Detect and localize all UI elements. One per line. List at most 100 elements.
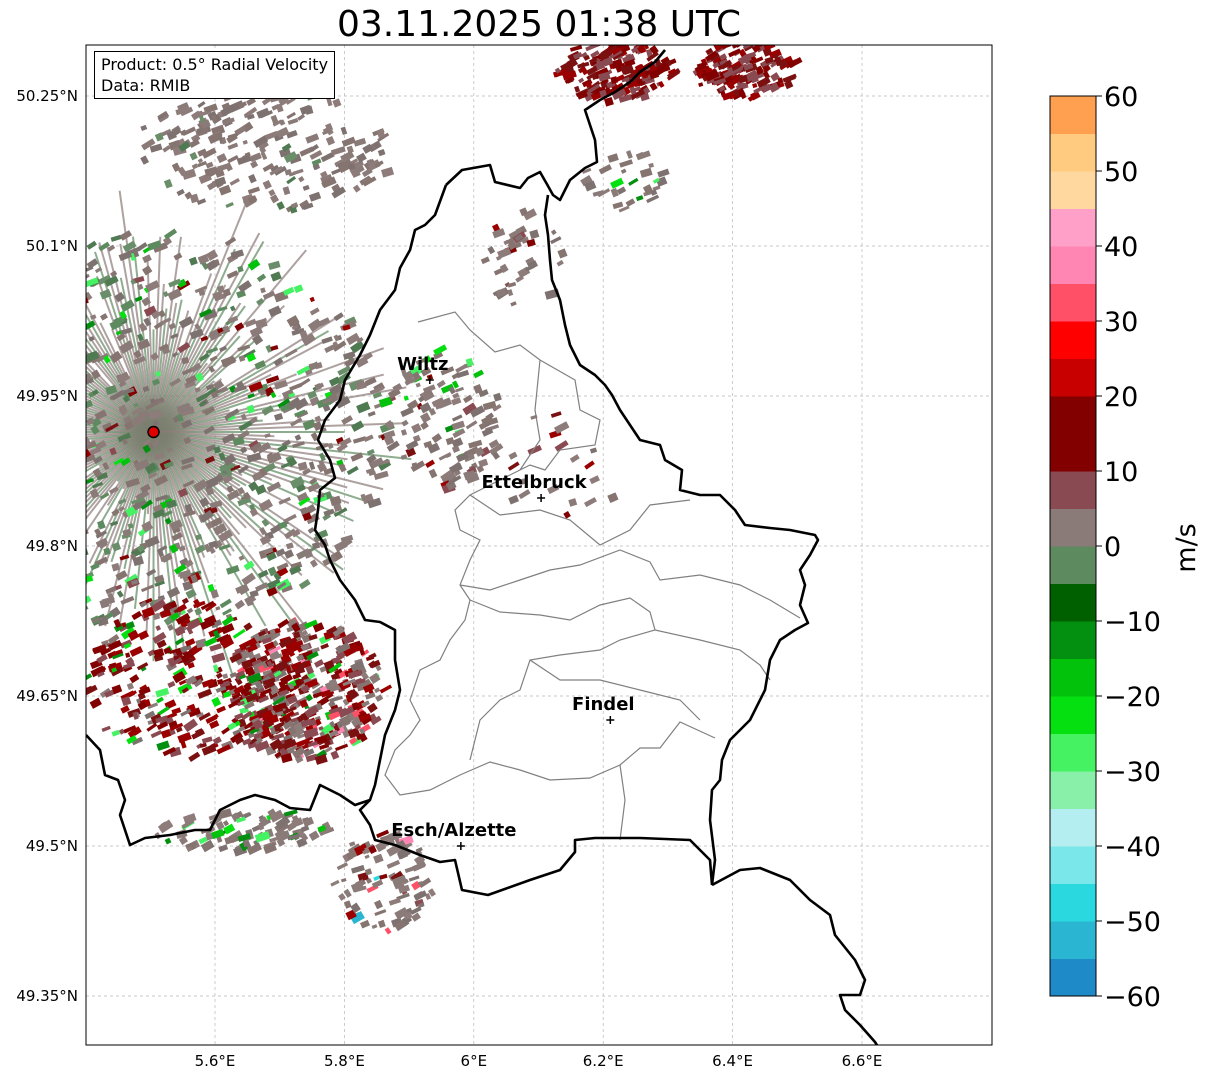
radar-echo-pixel [356,380,365,387]
radar-echo-pixel [433,351,444,360]
colorbar-segment [1050,246,1096,284]
radar-echo-pixel [274,828,286,839]
radar-echo-pixel [408,875,420,882]
radar-echo-pixel [169,611,180,621]
radar-echo-pixel [347,688,359,700]
radar-echo-pixel [10,457,24,469]
radar-echo-pixel [342,324,351,331]
radar-echo-pixel [584,460,595,470]
radar-echo-pixel [164,517,172,525]
colorbar-tick-label: 60 [1104,82,1138,113]
radar-echo-pixel [19,453,27,460]
radar-echo-pixel [440,366,455,376]
radar-echo-pixel [111,652,124,660]
radar-echo-pixel [47,437,53,445]
radar-echo-pixel [610,76,619,85]
radar-echo-pixel [465,357,474,367]
radar-echo-pixel [241,572,256,586]
radar-echo-pixel [469,405,486,418]
radar-echo-pixel [316,382,325,390]
radar-echo-pixel [350,911,365,925]
radar-echo-pixel [350,881,365,893]
radar-echo-pixel [205,444,217,453]
radar-echo-pixel [400,454,408,460]
radar-echo-pixel [495,287,508,298]
radar-echo-pixel [282,738,297,750]
radar-echo-spoke [153,431,369,503]
radar-echo-pixel [266,551,277,562]
radar-echo-pixel [111,508,120,517]
radar-echo-spoke [153,373,384,433]
radar-echo-pixel [201,678,215,688]
radar-echo-pixel [130,553,137,560]
radar-echo-pixel [588,57,598,65]
radar-echo-pixel [151,310,161,320]
radar-echo-pixel [278,521,288,530]
radar-echo-pixel [632,86,641,93]
radar-echo-pixel [282,286,295,296]
radar-echo-pixel [360,493,367,501]
radar-echo-pixel [224,236,237,247]
radar-echo-pixel [138,322,148,332]
radar-echo-pixel [50,478,59,486]
radar-echo-pixel [451,397,462,406]
radar-echo-pixel [222,608,232,616]
radar-echo-pixel [218,844,229,853]
radar-echo-pixel [212,736,222,745]
radar-echo-pixel [299,699,309,708]
radar-echo-pixel [246,113,255,120]
radar-echo-spoke [86,397,154,433]
radar-echo-pixel [131,736,144,746]
colorbar-segment [1050,808,1096,847]
radar-echo-pixel [374,909,387,917]
radar-echo-pixel [216,327,224,334]
radar-echo-pixel [173,563,187,575]
radar-echo-pixel [195,638,208,649]
colorbar: 60 50 40 30 20 10 0 −10 −20 −30 −40 −50 −60 m/s [1049,82,1202,1013]
radar-echo-pixel [279,403,291,412]
radar-echo-pixel [307,741,318,748]
radar-echo-pixel [420,421,429,430]
radar-echo-pixel [4,447,12,456]
radar-echo-pixel [90,665,106,678]
radar-echo-pixel [193,479,209,493]
radar-echo-pixel [610,187,619,198]
radar-echo-pixel [246,452,262,463]
radar-echo-pixel [452,380,460,389]
radar-echo-pixel [358,713,372,722]
radar-echo-pixel [456,369,470,379]
radar-echo-pixel [264,386,275,397]
radar-echo-pixel [721,91,735,101]
radar-echo-pixel [86,291,93,305]
radar-echo-pixel [547,483,560,495]
radar-echo-pixel [433,344,448,356]
radar-echo-pixel [612,51,625,61]
radar-echo-pixel [205,161,214,169]
radar-echo-pixel [330,146,346,156]
radar-echo-pixel [128,690,137,697]
radar-echo-pixel [756,76,771,88]
colorbar-tick-label: 10 [1104,457,1138,488]
radar-echo-pixel [90,425,100,435]
radar-echo-pixel [658,81,665,88]
radar-echo-layer [4,45,803,935]
radar-echo-pixel [124,420,135,431]
radar-echo-pixel [119,310,128,320]
radar-echo-pixel [86,399,94,409]
radar-echo-pixel [296,492,309,502]
lon-tick-label: 6.2°E [583,1052,624,1070]
radar-echo-pixel [752,82,758,89]
radar-echo-pixel [166,499,178,509]
radar-echo-pixel [159,317,172,326]
radar-echo-pixel [219,345,228,353]
radar-echo-pixel [497,247,512,259]
radar-echo-pixel [126,682,135,691]
radar-echo-pixel [507,461,520,471]
colorbar-segment [1050,733,1096,772]
radar-echo-pixel [171,532,183,542]
radar-echo-pixel [247,186,261,195]
radar-echo-pixel [377,919,386,929]
radar-echo-pixel [309,477,318,485]
radar-echo-pixel [214,176,227,187]
colorbar-segment [1050,508,1096,547]
